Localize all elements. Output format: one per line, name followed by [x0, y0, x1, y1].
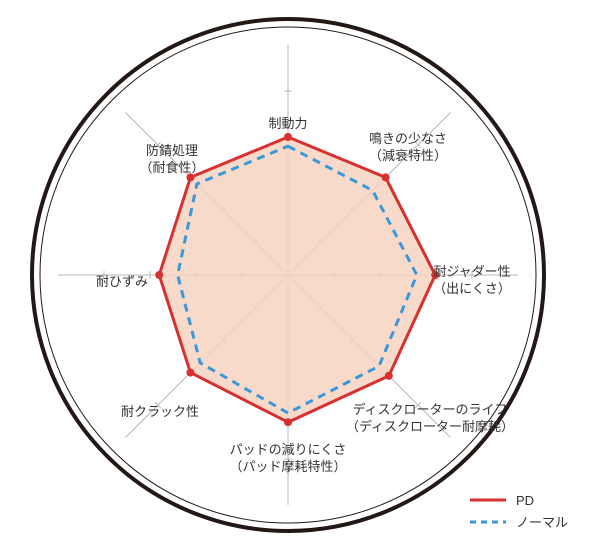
series-marker: [284, 133, 292, 141]
axis-sublabel: （耐食性）: [139, 160, 204, 175]
axis-sublabel: （減衰特性）: [369, 148, 447, 163]
series-marker: [385, 372, 393, 380]
axis-label: 鳴きの少なさ: [369, 131, 447, 146]
axis-sublabel: （パッド摩耗特性）: [229, 459, 346, 474]
axis-label: 耐ジャダー性: [433, 264, 510, 279]
axis-label: 耐クラック性: [121, 404, 199, 419]
legend-label: ノーマル: [516, 515, 568, 530]
radar-chart: 制動力鳴きの少なさ （減衰特性） 耐ジャダー性 （出にくさ） ディスクローターのライフ （…: [0, 0, 600, 549]
axis-label: ディスクローターのライフ: [352, 402, 507, 417]
axis-label: パッドの減りにくさ: [230, 442, 347, 457]
series-marker: [186, 369, 194, 377]
axis-label: 耐ひずみ: [96, 274, 148, 289]
axis-sublabel: （出にくさ）: [433, 281, 511, 296]
series-marker: [284, 418, 292, 426]
series-marker: [155, 271, 163, 279]
radar-chart-container: 制動力鳴きの少なさ （減衰特性） 耐ジャダー性 （出にくさ） ディスクローターのライフ （…: [0, 0, 600, 549]
series-marker: [382, 173, 390, 181]
axis-sublabel: （ディスクローター耐摩耗）: [346, 419, 514, 434]
axis-label: 防錆処理: [146, 143, 198, 158]
legend-label: PD: [516, 493, 534, 508]
axis-label: 制動力: [268, 116, 307, 131]
